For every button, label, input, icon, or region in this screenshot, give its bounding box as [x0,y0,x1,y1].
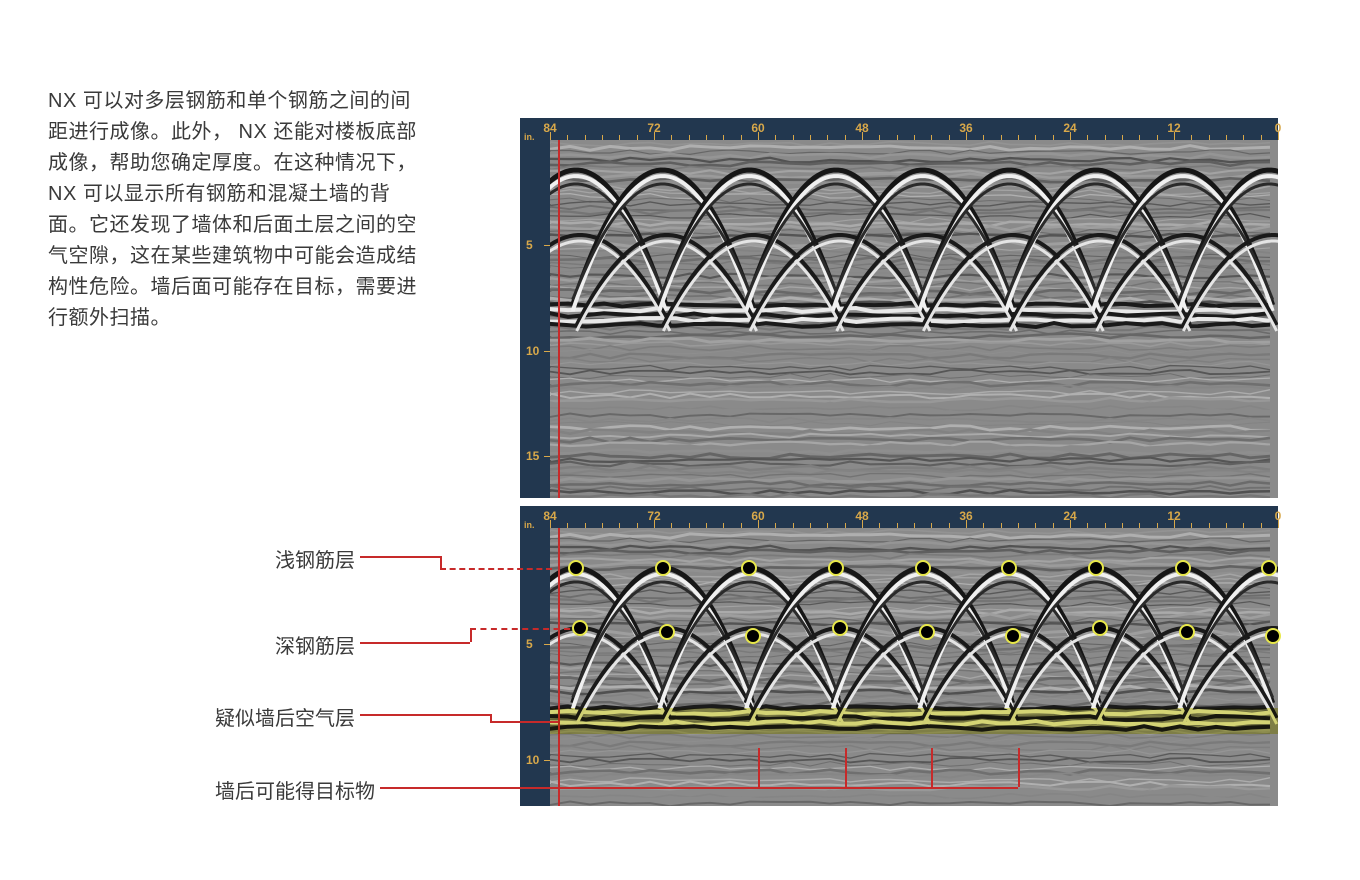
rebar-dot-deep [919,624,935,640]
scan-bottom-h-ruler: in.847260483624120 [550,506,1278,528]
h-tick-line [1070,520,1071,528]
h-tick-line [758,132,759,140]
rebar-dot-shallow [655,560,671,576]
h-tick-line [862,520,863,528]
gpr-scan-bottom: in.847260483624120 5 10 [520,506,1278,806]
annotation-connector [470,628,570,630]
rebar-dot-shallow [1088,560,1104,576]
h-tick-line [966,132,967,140]
air-layer-highlight [550,708,1278,734]
h-tick-line [550,520,551,528]
rebar-dot-deep [659,624,675,640]
annotation-target-tick [931,748,933,787]
annotation-target-tick [845,748,847,787]
rebar-dot-deep [1005,628,1021,644]
scan-top-v-ruler: 5 10 15 [520,140,550,498]
anno-targets-label: 墙后可能得目标物 [215,775,375,804]
scan-top-plot [550,140,1278,498]
h-tick-line [1174,132,1175,140]
rebar-dot-deep [745,628,761,644]
annotation-connector [440,556,442,568]
rebar-dot-deep [1092,620,1108,636]
annotation-connector [380,787,1018,789]
annotation-connector [470,628,472,642]
v-tick-label: 5 [526,238,533,252]
annotation-connector [440,568,552,570]
anno-air-label: 疑似墙后空气层 [215,702,355,731]
rebar-dot-shallow [1261,560,1277,576]
h-tick-line [1070,132,1071,140]
rebar-dot-shallow [741,560,757,576]
annotation-connector [360,714,490,716]
scan-bottom-cursor-line [558,528,560,806]
annotation-connector [490,721,558,723]
v-tick-label: 10 [526,753,539,767]
h-tick-line [966,520,967,528]
rebar-dot-shallow [828,560,844,576]
annotation-connector [490,714,492,721]
gpr-scan-top: in.847260483624120 5 10 15 [520,118,1278,498]
rebar-dot-deep [1179,624,1195,640]
h-tick-line [550,132,551,140]
rebar-dot-deep [1265,628,1281,644]
rebar-dot-shallow [1001,560,1017,576]
rebar-dot-deep [832,620,848,636]
anno-shallow-label: 浅钢筋层 [275,544,355,573]
h-tick-line [862,132,863,140]
rebar-dot-deep [572,620,588,636]
annotation-connector [360,642,470,644]
annotation-target-tick [1018,748,1020,787]
v-tick-label: 5 [526,637,533,651]
v-tick-label: 10 [526,344,539,358]
h-tick-line [654,520,655,528]
h-tick-line [1278,132,1279,140]
rebar-dot-shallow [568,560,584,576]
rebar-dot-shallow [1175,560,1191,576]
scan-top-h-ruler: in.847260483624120 [550,118,1278,140]
anno-deep-label: 深钢筋层 [275,630,355,659]
h-tick-line [1278,520,1279,528]
h-tick-line [1174,520,1175,528]
annotation-target-tick [758,748,760,787]
description-paragraph: NX 可以对多层钢筋和单个钢筋之间的间距进行成像。此外， NX 还能对楼板底部成… [48,86,428,334]
h-tick-line [758,520,759,528]
v-tick-label: 15 [526,449,539,463]
scan-top-svg [550,140,1278,498]
annotation-connector [360,556,440,558]
scan-top-cursor-line [558,140,560,498]
h-tick-line [654,132,655,140]
rebar-dot-shallow [915,560,931,576]
